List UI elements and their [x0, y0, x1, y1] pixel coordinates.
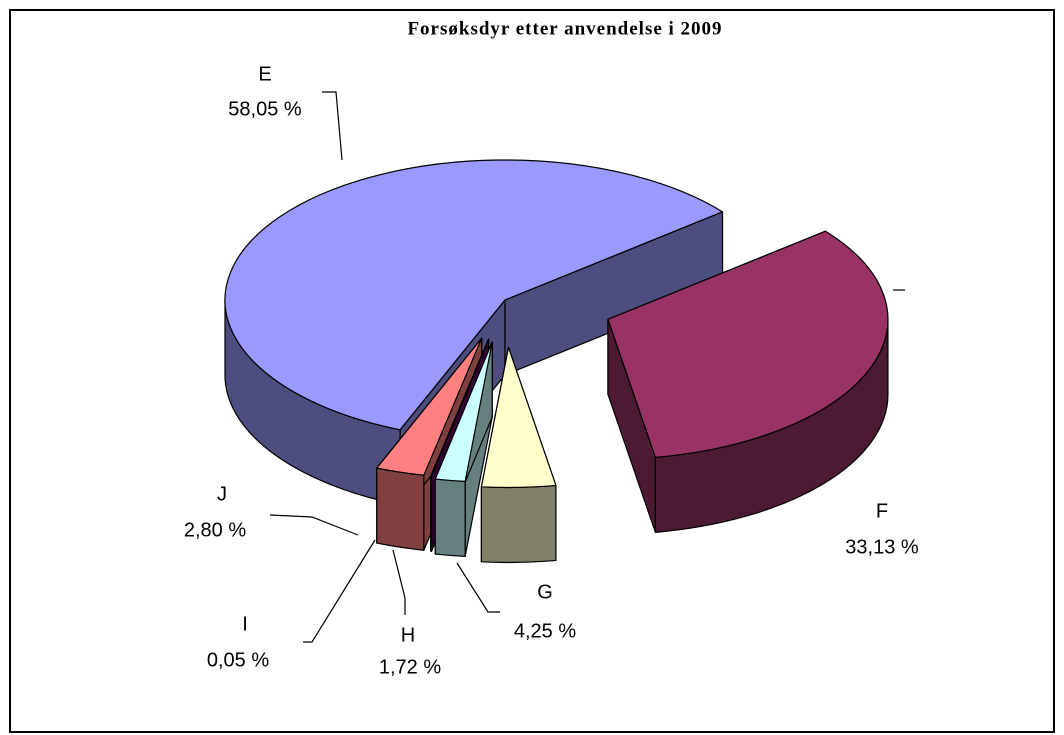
slice-outer-side — [480, 484, 557, 564]
slice-top — [434, 341, 493, 482]
slice-outer-side — [376, 467, 425, 551]
value-label: 4,25 % — [514, 620, 576, 642]
value-label: 58,05 % — [228, 98, 302, 120]
slice-top — [430, 338, 490, 477]
slice-top — [224, 159, 724, 431]
leader-line — [322, 91, 343, 161]
category-label: J — [217, 483, 227, 505]
slice — [607, 230, 889, 533]
category-label: I — [242, 613, 248, 635]
value-label: 1,72 % — [379, 656, 441, 678]
category-label: F — [876, 500, 888, 522]
slice — [434, 341, 493, 557]
category-label: G — [537, 581, 553, 603]
slice-outer-side — [434, 478, 466, 557]
category-label: H — [401, 624, 415, 646]
chart-title: Forsøksdyr etter anvendelse i 2009 — [407, 18, 722, 39]
leader-line — [392, 549, 406, 615]
value-label: 0,05 % — [207, 649, 269, 671]
slice-top — [376, 337, 483, 476]
slice-outer-side — [430, 475, 433, 552]
leader-line — [269, 514, 359, 536]
slice-top — [607, 230, 889, 458]
slice — [480, 346, 557, 564]
leader-line — [456, 562, 500, 613]
value-label: 33,13 % — [845, 536, 919, 558]
category-label: E — [258, 63, 271, 85]
leader-line — [303, 539, 376, 643]
value-label: 2,80 % — [184, 519, 246, 541]
slice-top — [480, 346, 557, 489]
